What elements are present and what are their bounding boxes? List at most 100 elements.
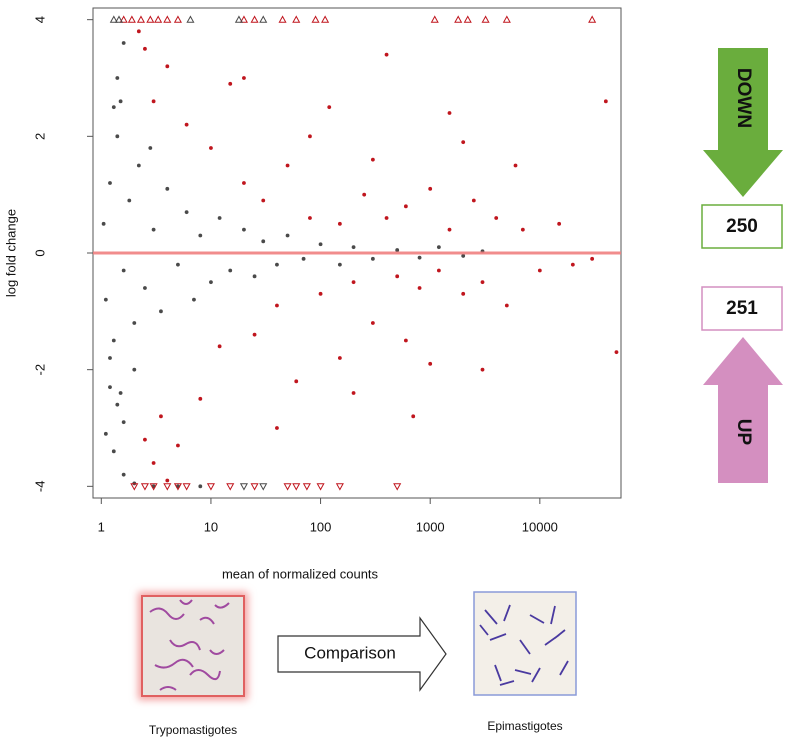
x-tick-label: 1000	[416, 519, 445, 534]
y-axis-label: log fold change	[3, 209, 18, 297]
point	[318, 242, 323, 247]
point	[165, 64, 170, 69]
point	[143, 286, 147, 290]
x-tick-label: 10000	[522, 519, 558, 534]
right-caption: Epimastigotes	[487, 719, 562, 733]
clipped-point	[234, 15, 243, 23]
point	[198, 233, 203, 238]
plot-area	[93, 15, 621, 491]
point	[411, 414, 416, 419]
point	[461, 140, 466, 145]
point	[384, 216, 389, 220]
point	[136, 29, 141, 34]
clipped-point	[430, 15, 439, 23]
clipped-point	[186, 15, 195, 23]
point	[151, 99, 156, 104]
point	[494, 216, 499, 220]
clipped-point	[292, 483, 301, 491]
point	[184, 210, 189, 215]
point	[242, 76, 246, 80]
clipped-point	[302, 483, 311, 491]
point	[217, 216, 222, 220]
down-box	[701, 204, 783, 249]
clipped-point	[173, 15, 182, 23]
point	[252, 332, 257, 337]
point	[403, 338, 408, 343]
point	[159, 309, 163, 314]
point	[252, 274, 257, 279]
clipped-point	[259, 15, 268, 23]
point	[198, 396, 203, 401]
point	[362, 192, 367, 197]
point	[136, 163, 141, 168]
clipped-point	[154, 15, 163, 23]
point	[176, 443, 180, 448]
point	[143, 437, 147, 442]
clipped-point	[481, 15, 490, 23]
point	[285, 233, 290, 238]
point	[151, 227, 156, 232]
point	[111, 105, 116, 110]
point	[417, 255, 422, 260]
point	[143, 46, 147, 51]
clipped-point	[283, 483, 292, 491]
x-axis-label: mean of normalized counts	[222, 566, 379, 581]
y-tick-label: 2	[32, 133, 47, 140]
clipped-point	[454, 15, 463, 23]
clipped-point	[114, 15, 124, 23]
clipped-point	[136, 15, 146, 23]
clipped-point	[393, 483, 402, 491]
point	[209, 146, 213, 150]
clipped-point	[239, 483, 248, 491]
point	[103, 431, 108, 436]
clipped-point	[109, 15, 118, 23]
point	[537, 268, 542, 273]
clipped-point	[140, 483, 149, 491]
point	[395, 274, 400, 279]
x-tick-label: 10	[204, 519, 218, 534]
comparison-label: Comparison	[304, 643, 396, 662]
point	[198, 484, 203, 489]
clipped-point	[259, 483, 268, 491]
y-tick-label: -4	[32, 481, 47, 493]
point	[436, 245, 441, 250]
clipped-point	[292, 15, 301, 23]
point	[461, 291, 466, 296]
clipped-point	[463, 15, 472, 23]
point	[557, 221, 562, 226]
y-tick-label: 0	[32, 249, 47, 256]
point	[351, 391, 356, 395]
point	[242, 227, 246, 232]
point	[121, 472, 126, 477]
point	[461, 254, 466, 258]
point	[159, 414, 163, 419]
point	[513, 163, 518, 168]
point	[428, 186, 433, 191]
point	[447, 111, 452, 115]
clipped-point	[149, 483, 158, 491]
clipped-point	[335, 483, 344, 491]
point	[337, 221, 342, 226]
up-arrow: UP	[703, 337, 783, 483]
point	[115, 402, 120, 407]
point	[384, 52, 389, 57]
point	[192, 297, 196, 302]
up-label: UP	[733, 419, 754, 446]
up-box	[701, 286, 783, 331]
point	[228, 81, 233, 86]
point	[294, 379, 299, 384]
point	[275, 426, 279, 430]
clipped-point	[130, 483, 139, 491]
point	[165, 186, 170, 191]
point	[108, 181, 112, 185]
point	[111, 338, 116, 343]
clipped-point	[163, 15, 172, 23]
clipped-point	[182, 483, 191, 491]
point	[151, 461, 156, 465]
point	[603, 99, 608, 104]
point	[115, 76, 120, 80]
point	[103, 297, 108, 302]
point	[121, 41, 126, 45]
point	[447, 227, 452, 232]
